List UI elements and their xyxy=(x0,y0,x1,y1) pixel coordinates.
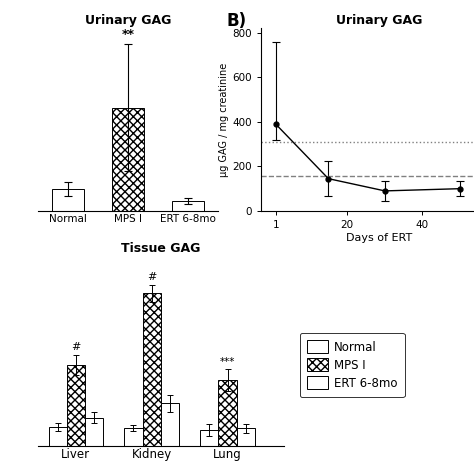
Bar xyxy=(52,189,83,211)
Bar xyxy=(67,365,85,446)
Title: Urinary GAG: Urinary GAG xyxy=(85,14,171,27)
Bar xyxy=(48,427,67,446)
Bar xyxy=(112,108,144,211)
Legend: Normal, MPS I, ERT 6-8mo: Normal, MPS I, ERT 6-8mo xyxy=(300,333,405,397)
Bar xyxy=(143,293,161,446)
Text: ***: *** xyxy=(220,356,235,366)
Bar xyxy=(124,428,143,446)
Text: #: # xyxy=(147,272,156,282)
Y-axis label: μg GAG / mg creatinine: μg GAG / mg creatinine xyxy=(219,63,229,177)
Bar xyxy=(161,403,179,446)
Text: #: # xyxy=(71,342,81,352)
Text: **: ** xyxy=(121,27,135,41)
Bar xyxy=(173,201,204,211)
Text: B): B) xyxy=(227,12,247,30)
Bar xyxy=(85,418,103,446)
Title: Tissue GAG: Tissue GAG xyxy=(121,242,201,255)
Bar xyxy=(237,428,255,446)
Bar xyxy=(200,430,219,446)
Bar xyxy=(219,380,237,446)
Title: Urinary GAG: Urinary GAG xyxy=(336,14,422,27)
X-axis label: Days of ERT: Days of ERT xyxy=(346,233,412,243)
